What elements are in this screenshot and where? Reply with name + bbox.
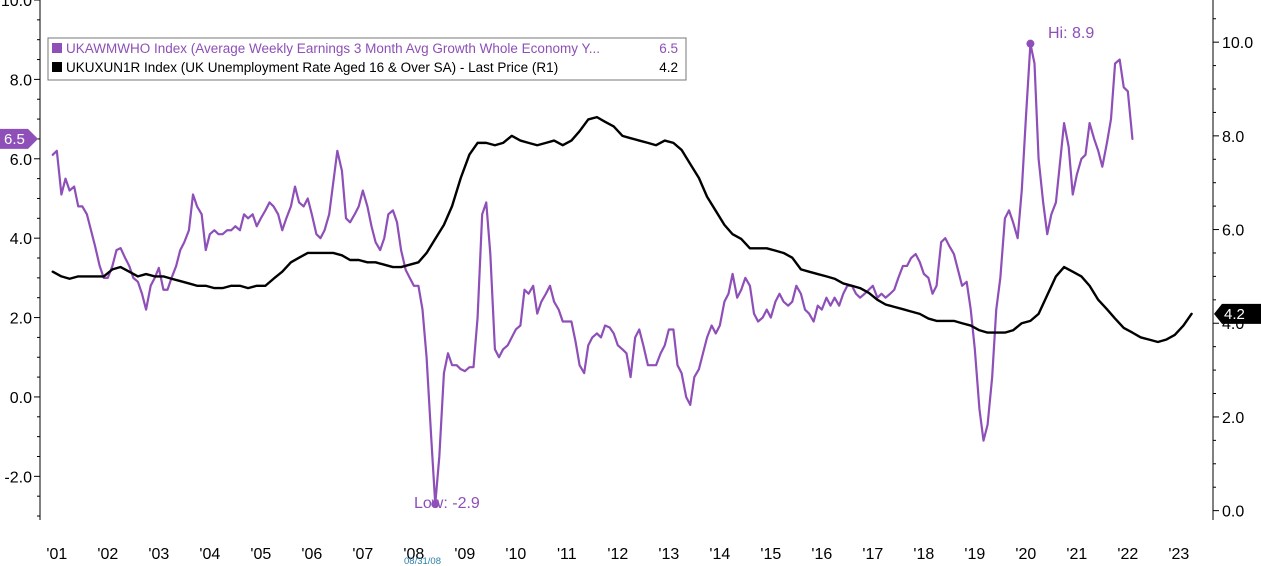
left-axis-tick-label: 2.0 (10, 311, 32, 328)
right-axis-tick-label: 8.0 (1222, 129, 1244, 146)
x-axis-tick-label: '23 (1168, 546, 1189, 563)
right-axis-tick-label: 10.0 (1222, 35, 1253, 52)
x-axis-tick-label: '03 (148, 546, 169, 563)
date-marker: 08/31/08 (404, 556, 441, 566)
x-axis-tick-label: '08 (403, 546, 424, 563)
right-last-price-value: 4.2 (1224, 306, 1245, 323)
left-last-price-tag: 6.5 (0, 128, 38, 149)
right-axis-tick-label: 0.0 (1222, 504, 1244, 521)
x-axis-tick-label: '07 (352, 546, 373, 563)
hi-annotation: Hi: 8.9 (1048, 25, 1094, 42)
right-axis-tick-label: 6.0 (1222, 223, 1244, 240)
legend-label-earnings: UKAWMWHO Index (Average Weekly Earnings … (66, 41, 600, 56)
x-axis-tick-label: '17 (862, 546, 883, 563)
x-axis-tick-label: '15 (760, 546, 781, 563)
left-axis-ticks: -2.0 0.0 2.0 4.0 6.0 8.0 10.0 (1, 0, 40, 517)
x-axis-tick-label: '02 (97, 546, 118, 563)
left-axis-tick-label: 10.0 (1, 0, 32, 10)
legend-swatch-earnings (52, 43, 62, 53)
legend: UKAWMWHO Index (Average Weekly Earnings … (47, 37, 687, 81)
left-axis-tick-label: 0.0 (10, 390, 32, 407)
x-axis-tick-label: '05 (250, 546, 271, 563)
x-axis-tick-label: '11 (557, 546, 577, 563)
x-axis-tick-label: '20 (1015, 546, 1036, 563)
right-last-price-tag: 4.2 (1214, 303, 1261, 324)
x-axis-ticks: '01 '02 '03 '04 '05 '06 '07 '08 '09 '10 '11 '12 '13 '… (46, 546, 1189, 563)
right-axis-ticks: 0.02.04.06.08.010.0 (1213, 18, 1253, 521)
left-last-price-value: 6.5 (4, 131, 25, 148)
x-axis-tick-label: '12 (607, 546, 628, 563)
x-axis-tick-label: '04 (199, 546, 220, 563)
series-layer (51, 42, 1193, 506)
x-axis-tick-label: '16 (811, 546, 832, 563)
unemployment-series-line (51, 115, 1193, 344)
legend-box (47, 37, 687, 81)
legend-swatch-unemployment (52, 62, 62, 72)
x-axis-tick-label: '10 (505, 546, 526, 563)
legend-last-unemployment: 4.2 (659, 60, 678, 75)
legend-last-earnings: 6.5 (659, 41, 678, 56)
left-axis-tick-label: -2.0 (4, 469, 32, 486)
x-axis-tick-label: '01 (46, 546, 67, 563)
annotations: Hi: 8.9 Low: -2.9 6.5 4.2 08/31/08 (0, 25, 1261, 566)
x-axis-tick-label: '14 (709, 546, 730, 563)
low-marker (431, 500, 440, 509)
x-axis-tick-label: '09 (454, 546, 475, 563)
x-axis-tick-label: '06 (301, 546, 322, 563)
hi-marker (1026, 39, 1035, 48)
right-axis-tick-label: 2.0 (1222, 410, 1244, 427)
low-annotation: Low: -2.9 (414, 495, 480, 512)
left-axis-tick-label: 4.0 (10, 231, 32, 248)
left-axis-tick-label: 8.0 (10, 72, 32, 89)
earnings-series-line (51, 42, 1134, 506)
left-axis-tick-label: 6.0 (10, 152, 32, 169)
x-axis-tick-label: '13 (658, 546, 679, 563)
x-axis-tick-label: '21 (1066, 546, 1087, 563)
x-axis-tick-label: '18 (913, 546, 934, 563)
x-axis-tick-label: '19 (964, 546, 985, 563)
legend-label-unemployment: UKUXUN1R Index (UK Unemployment Rate Age… (66, 60, 558, 75)
x-axis-tick-label: '22 (1117, 546, 1138, 563)
